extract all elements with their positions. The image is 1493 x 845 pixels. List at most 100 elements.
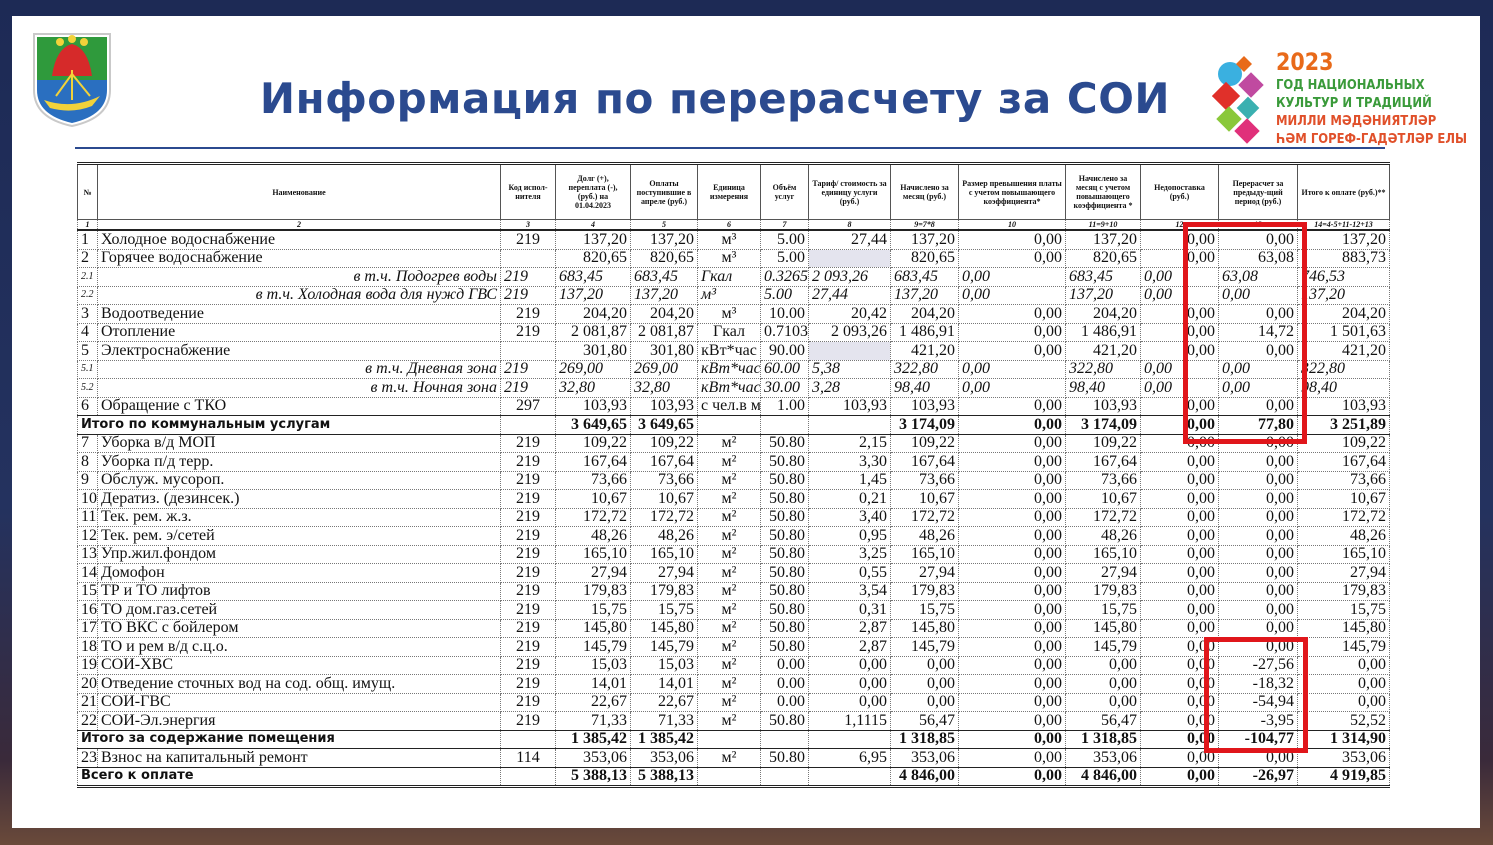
cell-tariff: 0,00: [808, 692, 891, 712]
header-payments: Оплаты поступившие в апреле (руб.): [630, 163, 698, 220]
cell-total-due: 27,94: [1297, 563, 1390, 583]
header-tariff: Тариф/ стоимость за единицу услуги (руб.…: [808, 163, 891, 220]
column-number: 4: [555, 219, 631, 231]
cell-unit: кВт*час: [697, 378, 761, 398]
cell-tariff: 2,87: [808, 618, 891, 638]
cell-undersupply: 0,00: [1140, 470, 1219, 490]
cell-unit: м³: [697, 285, 761, 305]
cell-unit: м²: [697, 674, 761, 694]
cell-tariff: 27,44: [808, 285, 891, 305]
cell-excess: 0,00: [958, 489, 1066, 509]
cell-unit: м²: [697, 692, 761, 712]
cell-recalculation: 0,00: [1218, 507, 1298, 527]
cell-provider-code: [500, 248, 556, 268]
cell-unit: кВт*час: [697, 341, 761, 361]
table-row: 12 Тек. рем. э/сетей 219 48,26 48,26 м² 50.80 0…: [77, 526, 1390, 546]
cell-provider-code: 219: [500, 433, 556, 453]
year-of-cultures-logo: 2023 ГОД НАЦИОНАЛЬНЫХ КУЛЬТУР И ТРАДИЦИЙ…: [1212, 48, 1472, 148]
cell-recalculation: 0,00: [1218, 526, 1298, 546]
cell-volume: 50.80: [760, 581, 809, 601]
cell-volume: 0.00: [760, 674, 809, 694]
table-row: 8 Уборка п/д терр. 219 167,64 167,64 м² 50.80 3…: [77, 452, 1390, 472]
cell-row-number: 18: [77, 637, 98, 657]
cell-provider-code: 219: [500, 655, 556, 675]
cell-charged-with-coef: 167,64: [1065, 452, 1141, 472]
cell-volume: [760, 729, 809, 749]
cell-total-due: 3 251,89: [1297, 415, 1390, 435]
cell-charged-with-coef: 98,40: [1065, 378, 1141, 398]
table-row: 13 Упр.жил.фондом 219 165,10 165,10 м² 50.80 3,…: [77, 544, 1390, 564]
cell-unit: Гкал: [697, 267, 761, 287]
cell-total-due: 145,80: [1297, 618, 1390, 638]
cell-tariff: [808, 415, 891, 435]
cell-charged: 167,64: [890, 452, 959, 472]
column-number: 8: [808, 219, 891, 231]
cell-total-due: 137,20: [1297, 229, 1390, 250]
cell-payments: 22,67: [630, 692, 698, 712]
cell-provider-code: 219: [500, 304, 556, 324]
cell-payments: 103,93: [630, 396, 698, 416]
cell-total-due: 204,20: [1297, 304, 1390, 324]
cell-row-number: 4: [77, 322, 98, 342]
cell-service-name: ТР и ТО лифтов: [97, 581, 501, 601]
cell-debt: 683,45: [555, 267, 631, 287]
cell-unit: м³: [697, 304, 761, 324]
cell-total-due: 15,75: [1297, 600, 1390, 620]
cell-tariff: [808, 766, 891, 787]
cell-payments: 269,00: [630, 359, 698, 379]
cell-unit: м²: [697, 581, 761, 601]
cell-service-name: Тек. рем. ж.з.: [97, 507, 501, 527]
cell-unit: м²: [697, 618, 761, 638]
cell-service-name: в т.ч. Холодная вода для нужд ГВС: [97, 285, 501, 305]
cell-debt: 3 649,65: [555, 415, 631, 435]
total-row: Всего к оплате 5 388,13 5 388,13 4 846,00 0,…: [77, 766, 1390, 787]
cell-volume: 50.80: [760, 433, 809, 453]
cell-volume: 0.71033: [760, 322, 809, 342]
cell-tariff: 0,31: [808, 600, 891, 620]
cell-tariff: 0,00: [808, 674, 891, 694]
cell-service-name: Холодное водоснабжение: [97, 229, 501, 250]
cell-volume: 50.80: [760, 637, 809, 657]
cell-excess: 0,00: [958, 341, 1066, 361]
table-row: 2 Горячее водоснабжение 820,65 820,65 м³ 5.00…: [77, 248, 1390, 268]
cell-payments: 32,80: [630, 378, 698, 398]
cell-row-number: 5.1: [77, 359, 98, 379]
cell-unit: м²: [697, 470, 761, 490]
cell-service-name: Обращение с ТКО: [97, 396, 501, 416]
cell-undersupply: 0,00: [1140, 600, 1219, 620]
cell-debt: 353,06: [555, 748, 631, 768]
cell-provider-code: 219: [500, 711, 556, 731]
table-row: 18 ТО и рем в/д с.ц.о. 219 145,79 145,79 м² 50…: [77, 637, 1390, 657]
cell-total-due: 1 501,63: [1297, 322, 1390, 342]
cell-unit: м³: [697, 248, 761, 268]
cell-excess: 0,00: [958, 600, 1066, 620]
cell-debt: 32,80: [555, 378, 631, 398]
cell-charged-with-coef: 0,00: [1065, 674, 1141, 694]
cell-charged: 172,72: [890, 507, 959, 527]
cell-excess: 0,00: [958, 452, 1066, 472]
cell-tariff: 27,44: [808, 229, 891, 250]
column-number: 9=7*8: [890, 219, 959, 231]
cell-row-number: 14: [77, 563, 98, 583]
cell-row-number: 5.2: [77, 378, 98, 398]
table-row: 19 СОИ-ХВС 219 15,03 15,03 м² 0.00 0,00 0,00 0,00…: [77, 655, 1390, 675]
table-row: 17 ТО ВКС с бойлером 219 145,80 145,80 м² 50.8…: [77, 618, 1390, 638]
cell-provider-code: 219: [500, 507, 556, 527]
cell-charged-with-coef: 56,47: [1065, 711, 1141, 731]
cell-undersupply: 0,00: [1140, 563, 1219, 583]
cell-volume: 50.80: [760, 748, 809, 768]
column-number: 7: [760, 219, 809, 231]
cell-volume: 50.80: [760, 600, 809, 620]
cell-payments: 2 081,87: [630, 322, 698, 342]
cell-charged: 137,20: [890, 285, 959, 305]
cell-provider-code: 219: [500, 267, 556, 287]
cell-charged: 3 174,09: [890, 415, 959, 435]
cell-debt: 1 385,42: [555, 729, 631, 749]
table-row: 10 Дератиз. (дезинсек.) 219 10,67 10,67 м² 50.…: [77, 489, 1390, 509]
ornament-icon: [1212, 56, 1264, 144]
cell-excess: 0,00: [958, 248, 1066, 268]
cell-payments: 179,83: [630, 581, 698, 601]
table-row: 2.2 в т.ч. Холодная вода для нужд ГВС 219 1…: [77, 285, 1390, 305]
cell-recalculation: 0,00: [1218, 544, 1298, 564]
table-row: 6 Обращение с ТКО 297 103,93 103,93 с чел.в м…: [77, 396, 1390, 416]
